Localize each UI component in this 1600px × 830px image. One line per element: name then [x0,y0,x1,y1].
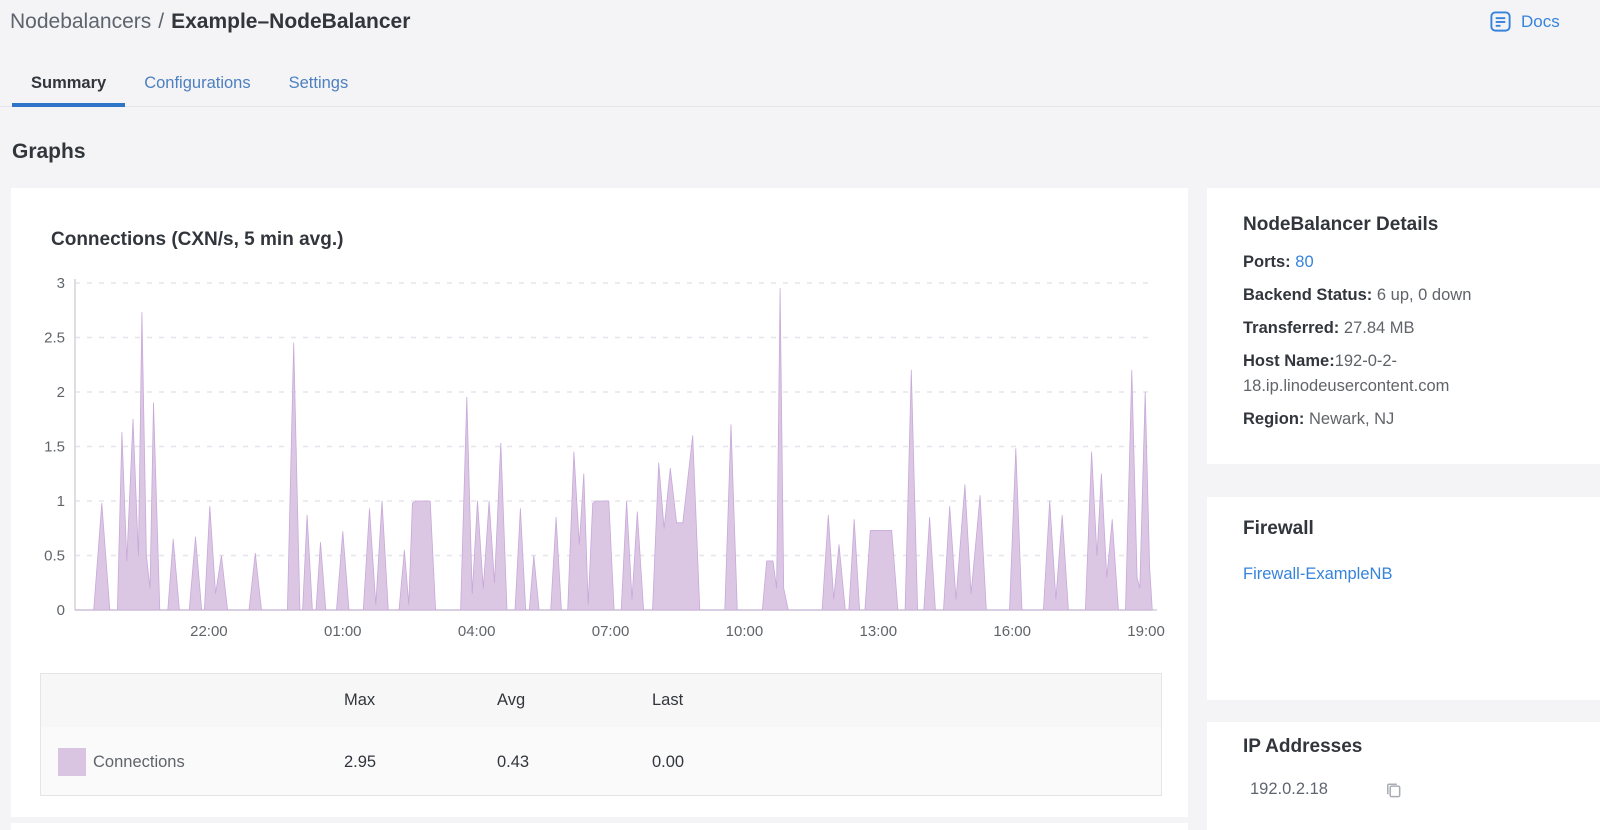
ip-addresses-card: IP Addresses 192.0.2.18 [1207,722,1600,830]
breadcrumb: Nodebalancers / Example–NodeBalancer [10,8,410,36]
svg-text:04:00: 04:00 [458,623,496,640]
firewall-link[interactable]: Firewall-ExampleNB [1243,565,1393,583]
svg-text:13:00: 13:00 [860,623,898,640]
tab-configurations[interactable]: Configurations [144,74,251,92]
tab-summary[interactable]: Summary [12,59,125,107]
svg-text:2.5: 2.5 [44,330,65,347]
detail-row-region: Region: Newark, NJ [1243,410,1395,428]
breadcrumb-section[interactable]: Nodebalancers [10,10,152,33]
detail-row-transferred: Transferred: 27.84 MB [1243,319,1415,337]
svg-text:07:00: 07:00 [592,623,630,640]
ip-address-value: 192.0.2.18 [1250,780,1328,798]
stats-table-row: Connections 2.95 0.43 0.00 [41,727,1161,795]
ip-address-row: 192.0.2.18 [1243,780,1600,799]
stats-table-header: Max Avg Last [41,674,1161,727]
docs-icon [1490,11,1511,32]
stat-last-value: 0.00 [652,753,685,771]
stats-col-avg: Avg [497,691,526,709]
nodebalancer-details-card: NodeBalancer Details Ports: 80 Backend S… [1207,188,1600,464]
svg-text:0: 0 [57,602,65,619]
svg-text:0.5: 0.5 [44,548,65,565]
stat-avg-value: 0.43 [497,753,530,771]
svg-text:2: 2 [57,384,65,401]
connections-graph-card: Connections (CXN/s, 5 min avg.) 0 0.5 1 1.5… [11,188,1188,817]
svg-text:01:00: 01:00 [324,623,362,640]
copy-ip-button[interactable] [1384,780,1403,799]
svg-text:1.5: 1.5 [44,439,65,456]
tab-bar: Summary Configurations Settings [0,59,1600,107]
details-rows: Ports: 80 Backend Status: 6 up, 0 down T… [1243,250,1567,432]
next-card-edge [11,823,1188,830]
svg-text:19:00: 19:00 [1127,623,1165,640]
connections-area-chart: 0 0.5 1 1.5 2 2.5 3 22:00 01:00 04:00 07:00 10:00 13… [44,275,1165,640]
breadcrumb-separator: / [158,10,165,33]
ip-addresses-heading: IP Addresses [1243,736,1363,757]
svg-text:22:00: 22:00 [190,623,228,640]
detail-row-host-name: Host Name:192-0-2-18.ip.linodeuserconten… [1243,352,1450,395]
graphs-section-heading: Graphs [12,140,86,163]
firewall-card: Firewall Firewall-ExampleNB [1207,497,1600,700]
chart-stats-table: Max Avg Last Connections 2.95 0.43 0.00 [40,673,1162,796]
page-title: Example–NodeBalancer [171,10,411,33]
svg-text:1: 1 [57,493,65,510]
stats-col-max: Max [344,691,376,709]
svg-text:3: 3 [57,275,65,292]
port-80-link[interactable]: 80 [1295,253,1314,271]
copy-icon [1387,783,1401,798]
svg-text:10:00: 10:00 [726,623,764,640]
tab-settings[interactable]: Settings [288,74,349,92]
svg-text:16:00: 16:00 [993,623,1031,640]
chart-title: Connections (CXN/s, 5 min avg.) [51,229,344,250]
firewall-heading: Firewall [1243,518,1314,539]
docs-link[interactable]: Docs [1489,10,1560,33]
legend-swatch [58,748,86,776]
stat-max-value: 2.95 [344,753,377,771]
detail-row-backend-status: Backend Status: 6 up, 0 down [1243,286,1472,304]
detail-row-ports: Ports: 80 [1243,253,1314,271]
details-heading: NodeBalancer Details [1243,214,1439,235]
legend-series-name[interactable]: Connections [93,753,185,771]
docs-label: Docs [1521,11,1560,31]
stats-col-last: Last [652,691,684,709]
